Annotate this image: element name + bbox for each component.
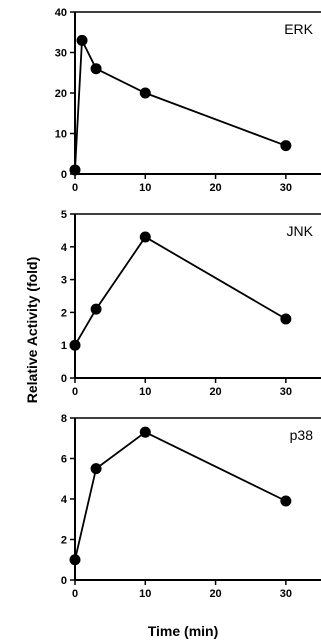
panel-1-data-point: [280, 140, 292, 152]
panel-2-label: JNK: [287, 223, 314, 239]
panel-2-y-tick-label: 2: [61, 307, 67, 319]
panel-2-x-tick-label: 10: [139, 386, 151, 398]
panel-2-data-point: [90, 303, 102, 315]
panel-3-x-tick-label: 20: [209, 588, 221, 600]
panel-1-x-tick-label: 30: [280, 182, 292, 194]
panel-3-y-tick-label: 4: [61, 494, 68, 506]
panel-3-data-point: [139, 426, 151, 438]
panel-3-series-line: [74, 431, 287, 561]
panel-1-x-tick-label: 20: [209, 182, 221, 194]
panel-2-y-tick-label: 5: [61, 209, 67, 221]
panel-1-series-line: [74, 36, 287, 170]
x-axis-title: Time (min): [148, 623, 219, 639]
panel-3-data-point: [69, 554, 81, 566]
panel-1-y-tick-label: 40: [55, 7, 67, 19]
panel-3-x-tick-label: 10: [139, 588, 151, 600]
panel-3-y-tick-label: 0: [61, 575, 67, 587]
y-axis-title: Relative Activity (fold): [24, 257, 40, 404]
panel-1-x-tick-label: 0: [72, 182, 78, 194]
panel-2-y-tick-label: 3: [61, 275, 67, 287]
panel-1-y-tick-label: 0: [61, 169, 67, 181]
panel-2-y-tick-label: 4: [61, 242, 68, 254]
panel-3-x-tick-label: 0: [72, 588, 78, 600]
panel-3-label: p38: [290, 427, 314, 443]
panel-3-data-point: [280, 495, 292, 507]
panel-1-data-point: [90, 63, 102, 75]
panel-1-y-tick-label: 20: [55, 88, 67, 100]
panel-1-data-point: [76, 34, 88, 46]
panel-1-y-tick-label: 30: [55, 48, 67, 60]
panel-3-data-point: [90, 463, 102, 475]
panel-2-x-tick-label: 0: [72, 386, 78, 398]
panel-1-data-point: [139, 87, 151, 99]
panel-3-y-tick-label: 2: [61, 535, 67, 547]
panel-2-y-tick-label: 1: [61, 340, 67, 352]
panel-3-y-tick-label: 8: [61, 413, 67, 425]
panel-3-y-tick-label: 6: [61, 454, 67, 466]
panel-1-y-tick-label: 10: [55, 129, 67, 141]
panel-1-data-point: [69, 164, 81, 176]
panel-2-x-tick-label: 30: [280, 386, 292, 398]
panel-1-x-tick-label: 10: [139, 182, 151, 194]
panel-3-x-tick-label: 30: [280, 588, 292, 600]
panel-2-x-tick-label: 20: [209, 386, 221, 398]
panel-2-data-point: [69, 339, 81, 351]
panel-1-label: ERK: [284, 21, 313, 37]
panel-2-data-point: [280, 313, 292, 325]
panel-2-data-point: [139, 231, 151, 243]
panel-2-series-line: [74, 235, 287, 346]
panel-2-y-tick-label: 0: [61, 373, 67, 385]
